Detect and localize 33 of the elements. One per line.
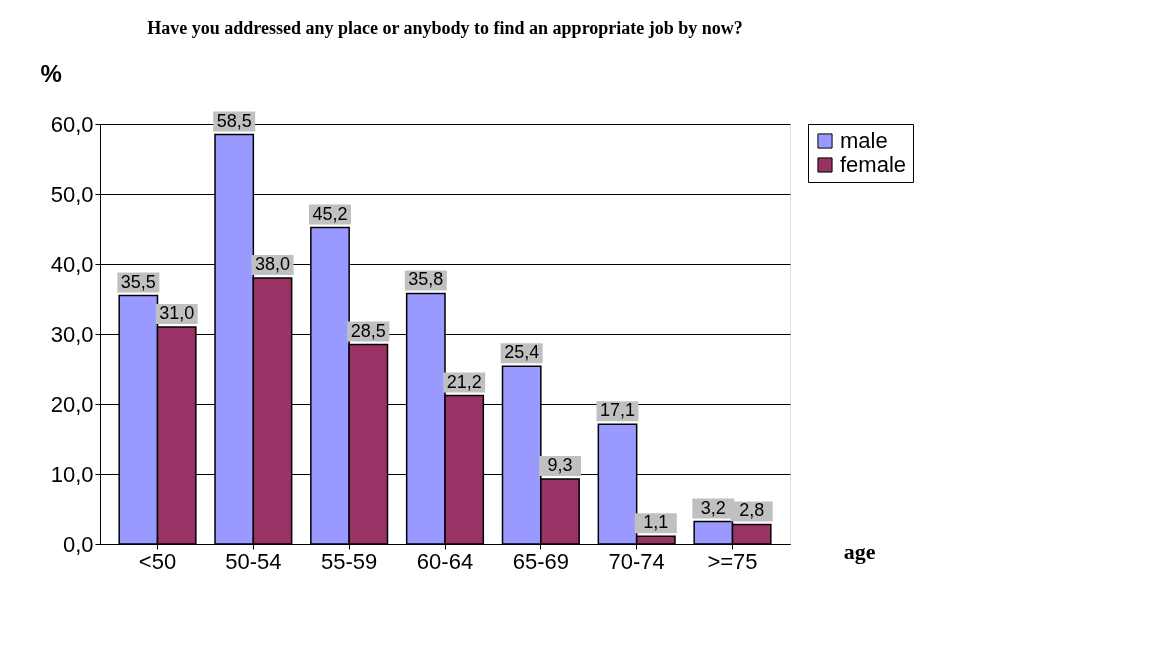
data-label: 21,2	[446, 371, 482, 392]
y-tick-label: 10,0	[50, 461, 94, 487]
data-label: 35,8	[408, 269, 444, 290]
data-label: 31,0	[159, 303, 195, 323]
x-tick-label: 65-69	[512, 548, 569, 574]
x-tick-label: 70-74	[608, 548, 665, 574]
y-tick-label: 60,0	[50, 111, 94, 137]
y-tick-label: 0,0	[62, 531, 94, 557]
data-label: 45,2	[312, 203, 348, 224]
x-tick-label: 50-54	[225, 548, 282, 574]
x-tick-label: <50	[138, 548, 177, 574]
x-tick-label: 55-59	[321, 548, 378, 574]
data-label: 35,5	[120, 271, 156, 292]
y-axis-title: %	[40, 59, 62, 87]
x-axis-title: age	[843, 538, 876, 564]
data-label: 9,3	[547, 454, 573, 475]
y-tick-label: 20,0	[50, 391, 94, 417]
y-tick-label: 30,0	[50, 321, 94, 347]
x-tick-label: >=75	[707, 548, 758, 574]
data-label: 1,1	[643, 512, 669, 533]
data-label: 17,1	[599, 400, 636, 421]
data-label: 25,4	[504, 342, 540, 363]
chart-title: Have you addressed any place or anybody to find an appropriate job by now?	[147, 18, 743, 38]
data-label: 2,8	[739, 500, 765, 521]
data-label: 3,2	[700, 497, 726, 518]
data-label: 58,5	[216, 110, 252, 131]
data-label: 28,5	[350, 320, 386, 341]
y-tick-label: 40,0	[50, 251, 94, 277]
y-tick-label: 50,0	[50, 181, 94, 207]
x-tick-label: 60-64	[416, 548, 474, 574]
data-label: 38,0	[254, 254, 291, 274]
legend-label: male	[840, 128, 888, 153]
legend-label: female	[840, 152, 907, 177]
